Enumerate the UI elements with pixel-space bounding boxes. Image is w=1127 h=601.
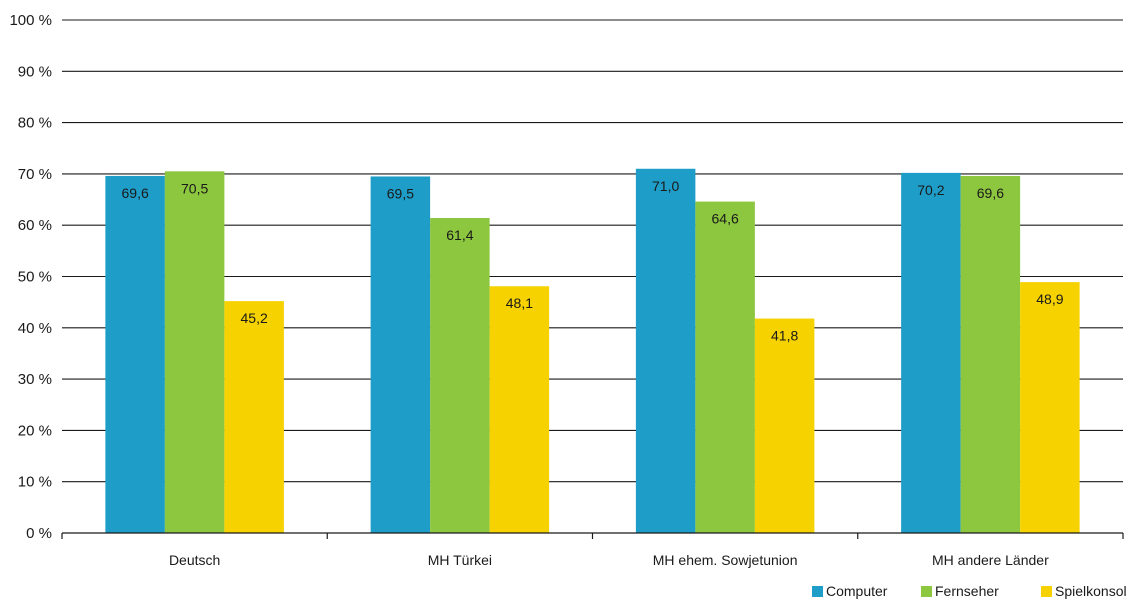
bar xyxy=(164,171,225,533)
y-tick-label: 50 % xyxy=(18,269,52,286)
value-label: 64,6 xyxy=(712,211,739,227)
bar xyxy=(370,176,431,533)
y-tick-label: 0 % xyxy=(26,525,52,542)
x-category-label: MH ehem. Sowjetunion xyxy=(653,552,798,568)
legend: Computer Fernseher Spielkonsole xyxy=(812,583,1127,599)
bar xyxy=(960,175,1021,533)
value-label: 69,5 xyxy=(387,185,414,201)
bar xyxy=(635,168,696,533)
bar xyxy=(754,318,815,533)
x-category-label: MH Türkei xyxy=(428,552,492,568)
value-label: 48,9 xyxy=(1036,291,1063,307)
value-label: 61,4 xyxy=(446,227,473,243)
y-tick-label: 40 % xyxy=(18,320,52,337)
bars xyxy=(105,168,1080,534)
bar xyxy=(1020,282,1080,533)
y-tick-label: 100 % xyxy=(9,12,52,29)
y-tick-label: 60 % xyxy=(18,217,52,234)
value-labels: 69,6 70,5 45,2 69,5 61,4 48,1 71,0 64,6 41,8 70,2… xyxy=(122,178,1064,344)
legend-label: Spielkonsole xyxy=(1055,583,1127,599)
bar xyxy=(105,175,165,533)
legend-swatch xyxy=(1041,586,1052,597)
value-label: 45,2 xyxy=(241,310,268,326)
y-tick-label: 10 % xyxy=(18,474,52,491)
bar xyxy=(489,286,550,533)
legend-label: Fernseher xyxy=(935,583,999,599)
value-label: 41,8 xyxy=(771,328,798,344)
legend-label: Computer xyxy=(826,583,888,599)
legend-swatch xyxy=(812,586,823,597)
x-category-label: Deutsch xyxy=(169,552,220,568)
value-label: 69,6 xyxy=(977,185,1004,201)
value-label: 70,5 xyxy=(181,180,208,196)
value-label: 69,6 xyxy=(122,185,149,201)
bar xyxy=(695,201,755,534)
x-category-label: MH andere Länder xyxy=(932,552,1049,568)
y-axis-ticks: 0 % 10 % 20 % 30 % 40 % 50 % 60 % 70 % 80 % 90 % 1… xyxy=(9,12,52,542)
legend-swatch xyxy=(921,586,932,597)
y-tick-label: 90 % xyxy=(18,63,52,80)
bar xyxy=(901,172,961,533)
y-tick-label: 80 % xyxy=(18,115,52,132)
value-label: 48,1 xyxy=(506,295,533,311)
value-label: 70,2 xyxy=(917,182,944,198)
y-tick-label: 70 % xyxy=(18,166,52,183)
bar xyxy=(430,218,490,533)
y-tick-label: 20 % xyxy=(18,422,52,439)
y-tick-label: 30 % xyxy=(18,371,52,388)
bar xyxy=(224,301,284,533)
value-label: 71,0 xyxy=(652,178,679,194)
x-axis: Deutsch MH Türkei MH ehem. Sowjetunion MH a… xyxy=(61,532,1124,568)
